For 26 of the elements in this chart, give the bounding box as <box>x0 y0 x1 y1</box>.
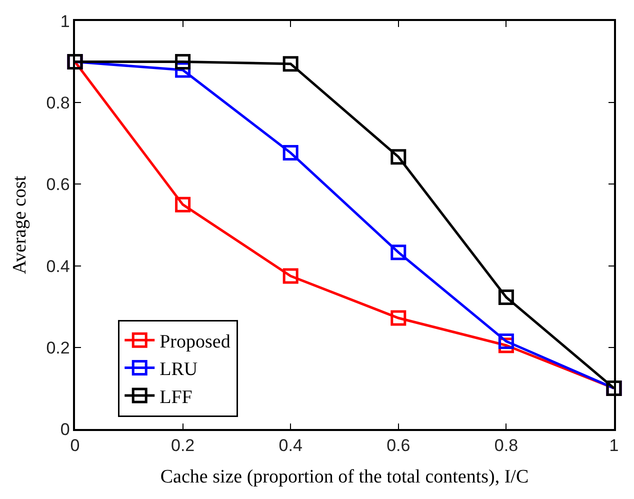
point <box>282 145 298 161</box>
y-axis-title: Average cost <box>10 175 31 274</box>
point <box>390 149 406 165</box>
y-tick-label: 0 <box>60 420 70 439</box>
point <box>175 54 191 70</box>
point <box>498 334 514 350</box>
y-tick-label: 0.8 <box>46 94 70 113</box>
point <box>498 289 514 305</box>
legend-label: LRU <box>160 359 198 380</box>
y-tick-label: 0.6 <box>46 175 70 194</box>
y-tick-label: 1 <box>60 12 70 31</box>
y-tick-label: 0.2 <box>46 338 70 358</box>
point <box>390 310 406 326</box>
y-tick-label: 0.4 <box>46 256 70 276</box>
point <box>282 56 298 72</box>
point <box>175 196 191 212</box>
x-tick-label: 0.8 <box>494 436 518 456</box>
x-tick-label: 0.4 <box>278 436 302 456</box>
x-tick-label: 1 <box>609 436 619 456</box>
x-tick-label: 0.2 <box>170 436 195 456</box>
x-tick-label: 0.6 <box>386 436 410 456</box>
point <box>390 244 406 260</box>
x-axis-title: Cache size (proportion of the total contents), I/C <box>160 466 529 488</box>
point <box>282 268 298 284</box>
legend-label: Proposed <box>160 332 231 353</box>
legend-label: LFF <box>160 386 192 408</box>
